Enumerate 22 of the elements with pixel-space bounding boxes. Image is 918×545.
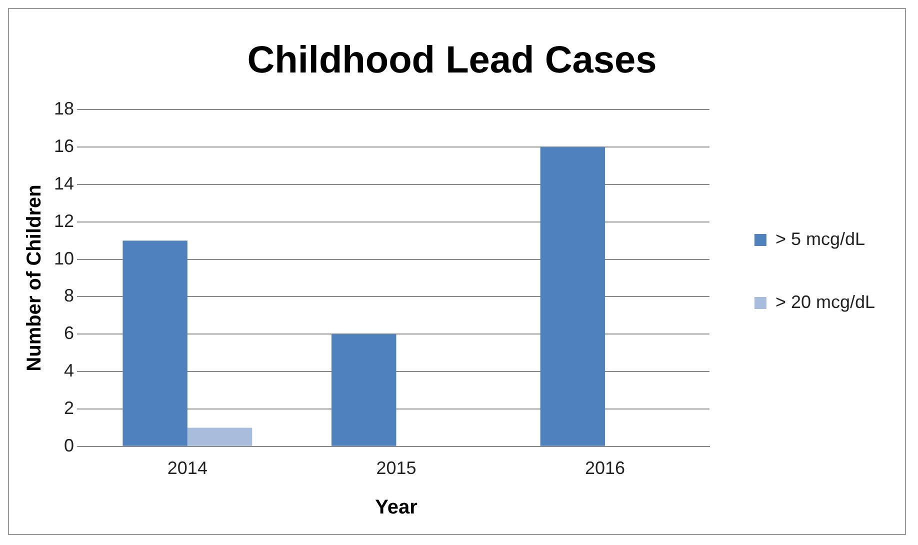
legend-label: > 20 mcg/dL <box>775 292 875 312</box>
bar <box>187 428 252 446</box>
bar <box>540 147 606 446</box>
bar <box>332 334 396 446</box>
y-axis-title: Number of Children <box>24 184 46 372</box>
x-axis-title: Year <box>375 496 418 519</box>
legend-label: > 5 mcg/dL <box>775 228 865 249</box>
y-tick-label: 4 <box>64 360 74 381</box>
bar <box>122 240 188 446</box>
chart-title: Childhood Lead Cases <box>247 39 657 82</box>
y-tick-label: 8 <box>64 286 74 306</box>
x-tick-label: 2015 <box>376 458 416 478</box>
y-tick-label: 14 <box>54 173 74 194</box>
y-tick-label: 12 <box>54 210 74 231</box>
x-tick-label: 2016 <box>585 458 626 478</box>
y-tick-label: 16 <box>54 136 74 156</box>
x-tick-label: 2014 <box>167 458 208 478</box>
y-tick-label: 0 <box>64 435 74 456</box>
y-tick-label: 18 <box>54 98 74 119</box>
y-tick-label: 10 <box>54 248 74 268</box>
y-tick-label: 2 <box>64 398 74 418</box>
y-tick-label: 6 <box>64 323 74 344</box>
